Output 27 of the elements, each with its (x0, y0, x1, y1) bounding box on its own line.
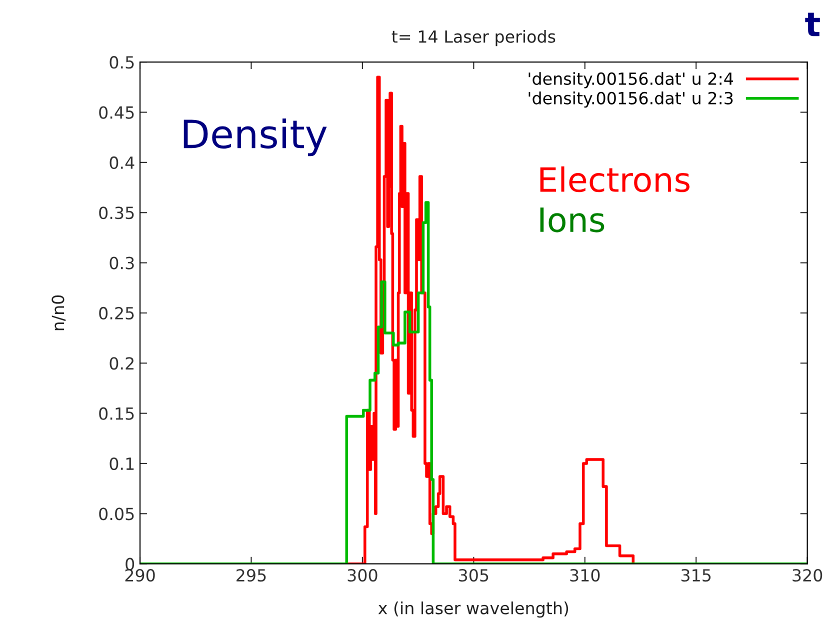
y-tick-label: 0.2 (110, 357, 134, 370)
y-tick-label: 0.05 (99, 508, 134, 520)
y-tick-label: 0.1 (110, 457, 134, 470)
legend-label: 'density.00156.dat' u 2:3 (528, 92, 733, 108)
annotation: Ions (540, 208, 604, 232)
y-axis-title: n/n0 (52, 295, 66, 330)
x-axis-title: x (in laser wavelength) (378, 602, 568, 618)
x-tick-label: 320 (792, 568, 822, 582)
legend-label: 'density.00156.dat' u 2:4 (528, 72, 734, 88)
y-tick-label: 0.15 (99, 407, 134, 420)
y-tick-label: 0.3 (110, 256, 134, 270)
y-tick-label: 0.35 (99, 206, 134, 220)
annotation: Electrons (540, 166, 690, 192)
text: t (805, 12, 820, 36)
x-tick-label: 315 (681, 568, 711, 582)
x-tick-label: 305 (459, 568, 488, 582)
y-tick-label: 0.5 (110, 56, 134, 69)
x-tick-label: 290 (125, 568, 155, 582)
y-tick-label: 0 (126, 558, 134, 570)
y-tick-label: 0.45 (99, 106, 134, 119)
x-tick-label: 295 (236, 568, 266, 582)
x-tick-label: 310 (570, 568, 600, 582)
chart-title: t= 14 Laser periods (392, 30, 556, 46)
x-tick-label: 300 (348, 568, 378, 582)
y-tick-label: 0.4 (110, 156, 134, 169)
annotation: Density (184, 118, 327, 156)
y-tick-label: 0.25 (99, 306, 134, 320)
